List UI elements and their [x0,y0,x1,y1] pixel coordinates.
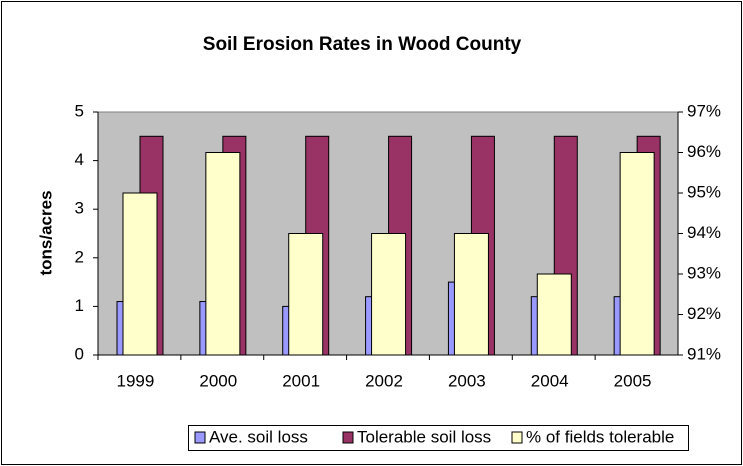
x-tick-label: 2002 [365,371,403,390]
y2-tick-label: 93% [687,263,721,282]
x-tick-label: 1999 [117,371,155,390]
x-tick-label: 2001 [282,371,320,390]
x-tick-label: 2003 [448,371,486,390]
y2-tick-label: 95% [687,182,721,201]
y-tick-label: 2 [75,247,84,266]
legend-label: Ave. soil loss [209,427,308,446]
legend-label: Tolerable soil loss [357,427,491,446]
bar [288,233,324,356]
x-tick-label: 2005 [614,371,652,390]
chart-title: Soil Erosion Rates in Wood County [203,34,522,55]
y2-tick-label: 97% [687,101,721,120]
y-tick-label: 3 [75,199,84,218]
legend-swatch [511,431,523,444]
legend-swatch [342,431,354,444]
bar [371,233,407,356]
y-tick-label: 4 [75,150,84,169]
y2-tick-label: 96% [687,142,721,161]
bar [205,152,241,356]
x-tick-label: 2000 [199,371,237,390]
bar [122,192,158,356]
bar [453,233,489,356]
bar [619,152,655,356]
y-tick-label: 0 [75,344,84,363]
y2-tick-label: 91% [687,344,721,363]
legend-swatch [194,431,206,444]
legend-label: % of fields tolerable [526,427,674,446]
y2-tick-label: 94% [687,223,721,242]
y2-tick-label: 92% [687,304,721,323]
legend [188,425,689,451]
y-tick-label: 1 [75,296,84,315]
y-tick-label: 5 [75,101,84,120]
bar [536,273,572,356]
y-axis-label: tons/acres [36,190,55,275]
x-tick-label: 2004 [531,371,569,390]
